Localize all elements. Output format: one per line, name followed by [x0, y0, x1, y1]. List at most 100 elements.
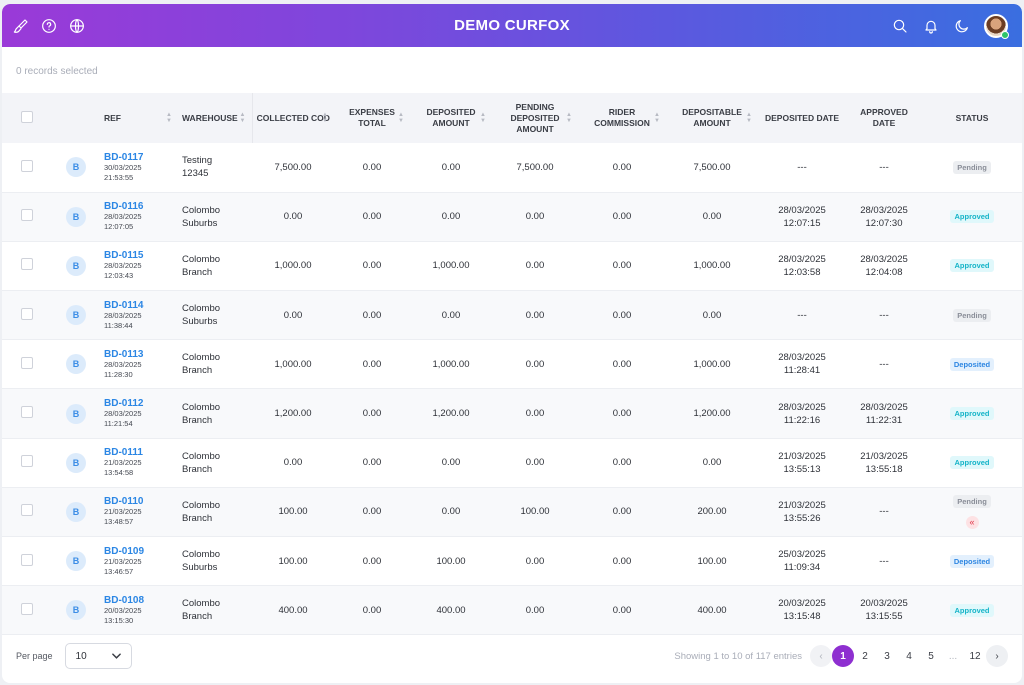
table-row[interactable]: B BD-0112 28/03/2025 11:21:54 Colombo Bra… — [2, 388, 1022, 439]
ref-link[interactable]: BD-0112 — [104, 398, 144, 410]
ref-link[interactable]: BD-0116 — [104, 201, 144, 213]
status-badge: Approved — [950, 456, 994, 470]
col-header-ref[interactable]: REF ▲ ▼ — [100, 93, 178, 143]
col-header-rider-commission[interactable]: RIDER COMMISSION ▲ ▼ — [578, 93, 666, 143]
select-all-checkbox[interactable] — [21, 110, 33, 123]
prev-page-button[interactable]: ‹ — [810, 645, 832, 667]
row-checkbox[interactable] — [21, 602, 33, 615]
badge-cell: B — [52, 143, 100, 192]
table-row[interactable]: B BD-0109 21/03/2025 13:46:57 Colombo Sub… — [2, 537, 1022, 586]
badge-cell: B — [52, 389, 100, 438]
user-avatar[interactable] — [984, 13, 1009, 39]
row-checkbox[interactable] — [21, 356, 33, 369]
col-header-warehouse[interactable]: WAREHOUSE ▲ ▼ — [178, 93, 252, 143]
badge-cell: B — [52, 291, 100, 340]
col-header-expenses-total[interactable]: EXPENSES TOTAL ▲ ▼ — [334, 93, 410, 143]
warehouse-name-line1: Colombo — [182, 204, 221, 216]
row-checkbox[interactable] — [21, 258, 33, 271]
table-row[interactable]: B BD-0116 28/03/2025 12:07:05 Colombo Sub… — [2, 192, 1022, 242]
sort-icon[interactable]: ▲ ▼ — [166, 112, 172, 124]
row-checkbox[interactable] — [21, 455, 33, 468]
table-row[interactable]: B BD-0111 21/03/2025 13:54:58 Colombo Bra… — [2, 438, 1022, 488]
table-row[interactable]: B BD-0113 28/03/2025 11:28:30 Colombo Bra… — [2, 340, 1022, 389]
collected-cod-cell: 1,000.00 — [274, 260, 312, 272]
approved-date-cell: --- — [846, 143, 922, 192]
page-button[interactable]: 3 — [884, 650, 890, 662]
row-checkbox[interactable] — [21, 159, 33, 172]
ref-time: 13:48:57 — [104, 517, 134, 527]
depositable-amount-cell: 1,000.00 — [693, 358, 731, 370]
search-icon[interactable] — [891, 17, 909, 35]
pending-deposited-amount-cell: 0.00 — [525, 211, 545, 223]
sort-icon[interactable]: ▲ ▼ — [322, 112, 328, 124]
sort-icon[interactable]: ▲ ▼ — [566, 112, 572, 124]
table-row[interactable]: B BD-0110 21/03/2025 13:48:57 Colombo Bra… — [2, 487, 1022, 537]
sort-icon[interactable]: ▲ ▼ — [480, 112, 486, 124]
next-page-button[interactable]: › — [986, 645, 1008, 667]
ref-link[interactable]: BD-0110 — [104, 496, 144, 508]
approved-date: 21/03/2025 — [860, 450, 908, 462]
badge-cell: B — [52, 586, 100, 635]
approved-date: --- — [879, 161, 889, 173]
ref-cell: BD-0114 28/03/2025 11:38:44 — [100, 291, 178, 340]
top-bar-right — [891, 13, 1009, 39]
warehouse-cell: Colombo Suburbs — [178, 537, 252, 586]
row-checkbox[interactable] — [21, 406, 33, 419]
badge-cell: B — [52, 192, 100, 241]
row-checkbox[interactable] — [21, 209, 33, 222]
page-button[interactable]: 1 — [832, 645, 854, 667]
ref-link[interactable]: BD-0109 — [104, 545, 145, 557]
sort-icon[interactable]: ▲ ▼ — [746, 112, 752, 124]
ref-link[interactable]: BD-0108 — [104, 594, 145, 606]
depositable-amount-cell: 200.00 — [697, 506, 727, 518]
brush-icon[interactable] — [12, 17, 30, 35]
ref-time: 21:53:55 — [104, 172, 134, 182]
type-badge: B — [66, 551, 86, 572]
col-header-depositable-amount[interactable]: DEPOSITABLE AMOUNT ▲ ▼ — [666, 93, 758, 143]
deposited-date-cell: 28/03/2025 12:03:58 — [758, 241, 846, 290]
depositable-amount-cell: 1,000.00 — [693, 260, 731, 272]
per-page-select[interactable]: 10 — [64, 643, 132, 669]
warehouse-cell: Colombo Branch — [178, 241, 252, 290]
type-badge: B — [66, 501, 86, 522]
table-row[interactable]: B BD-0114 28/03/2025 11:38:44 Colombo Sub… — [2, 290, 1022, 340]
page-button[interactable]: 5 — [928, 650, 934, 662]
bell-icon[interactable] — [922, 17, 940, 35]
sort-icon[interactable]: ▲ ▼ — [654, 112, 660, 124]
table-row[interactable]: B BD-0117 30/03/2025 21:53:55 Testing 123… — [2, 143, 1022, 193]
ref-link[interactable]: BD-0117 — [104, 151, 144, 163]
globe-icon[interactable] — [68, 17, 86, 35]
page-button[interactable]: 2 — [862, 650, 868, 662]
status-badge: Deposited — [949, 554, 995, 568]
ref-link[interactable]: BD-0111 — [104, 447, 143, 459]
ref-link[interactable]: BD-0113 — [104, 348, 144, 360]
col-header-pending-deposited-amount-label: PENDING DEPOSITED AMOUNT — [510, 101, 560, 134]
deposited-date: 28/03/2025 — [778, 352, 826, 364]
table-row[interactable]: B BD-0108 20/03/2025 13:15:30 Colombo Bra… — [2, 585, 1022, 635]
sort-icon[interactable]: ▲ ▼ — [239, 112, 246, 124]
page-button[interactable]: 12 — [969, 650, 981, 662]
deposited-date-time: 12:03:58 — [783, 266, 821, 278]
col-header-collected-cod[interactable]: COLLECTED COD ▲ ▼ — [251, 93, 334, 143]
ref-link[interactable]: BD-0115 — [104, 250, 144, 262]
col-header-rider-commission-label: RIDER COMMISSION — [594, 107, 650, 128]
col-header-pending-deposited-amount[interactable]: PENDING DEPOSITED AMOUNT ▲ ▼ — [492, 93, 578, 143]
moon-icon[interactable] — [953, 17, 971, 35]
per-page-value: 10 — [75, 650, 87, 662]
ref-date: 28/03/2025 — [104, 212, 142, 222]
deposited-date: 28/03/2025 — [778, 253, 826, 265]
row-checkbox[interactable] — [21, 307, 33, 320]
expand-row-button[interactable]: « — [965, 515, 979, 529]
row-checkbox[interactable] — [21, 504, 33, 517]
help-circle-icon[interactable] — [40, 17, 58, 35]
page-button[interactable]: 4 — [906, 650, 912, 662]
row-checkbox[interactable] — [21, 553, 33, 566]
ref-link[interactable]: BD-0114 — [104, 299, 144, 311]
col-header-deposited-amount[interactable]: DEPOSITED AMOUNT ▲ ▼ — [410, 93, 492, 143]
warehouse-cell: Colombo Suburbs — [178, 192, 252, 241]
sort-icon[interactable]: ▲ ▼ — [398, 112, 404, 124]
table-row[interactable]: B BD-0115 28/03/2025 12:03:43 Colombo Bra… — [2, 241, 1022, 291]
status-badge: Approved — [950, 259, 994, 273]
ref-cell: BD-0111 21/03/2025 13:54:58 — [100, 438, 178, 487]
type-badge: B — [66, 452, 86, 473]
